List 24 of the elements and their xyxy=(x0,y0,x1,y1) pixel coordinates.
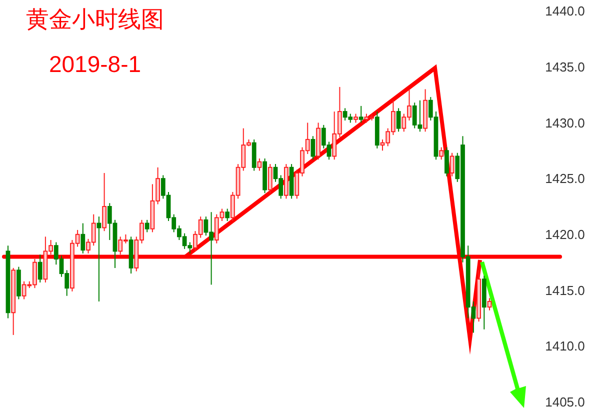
candlestick xyxy=(38,254,42,283)
text: 2019-8-1 xyxy=(48,51,142,77)
chart-title: 黄金小时线图 xyxy=(26,7,164,33)
y-tick-label: 1410.0 xyxy=(545,338,585,354)
candlestick xyxy=(225,208,230,222)
candlestick xyxy=(144,219,150,233)
y-tick-label: 1440.0 xyxy=(545,4,585,19)
y-tick-label: 1405.0 xyxy=(545,394,585,410)
y-tick-label: 1430.0 xyxy=(545,115,585,130)
candlestick xyxy=(450,152,454,177)
candlestick xyxy=(358,105,364,124)
candlestick xyxy=(439,146,444,160)
candlestick xyxy=(396,108,401,132)
candlestick xyxy=(80,222,86,254)
candlestick xyxy=(257,158,262,172)
y-tick-label: 1435.0 xyxy=(545,59,585,74)
y-tick-label: 1415.0 xyxy=(545,282,585,298)
candlestick xyxy=(102,172,106,232)
candlestick xyxy=(487,298,492,311)
y-tick-label: 1425.0 xyxy=(545,171,585,186)
y-tick-label: 1420.0 xyxy=(545,226,585,242)
candlestick xyxy=(444,146,449,177)
candlestick xyxy=(310,136,316,160)
candlestick xyxy=(268,164,272,194)
